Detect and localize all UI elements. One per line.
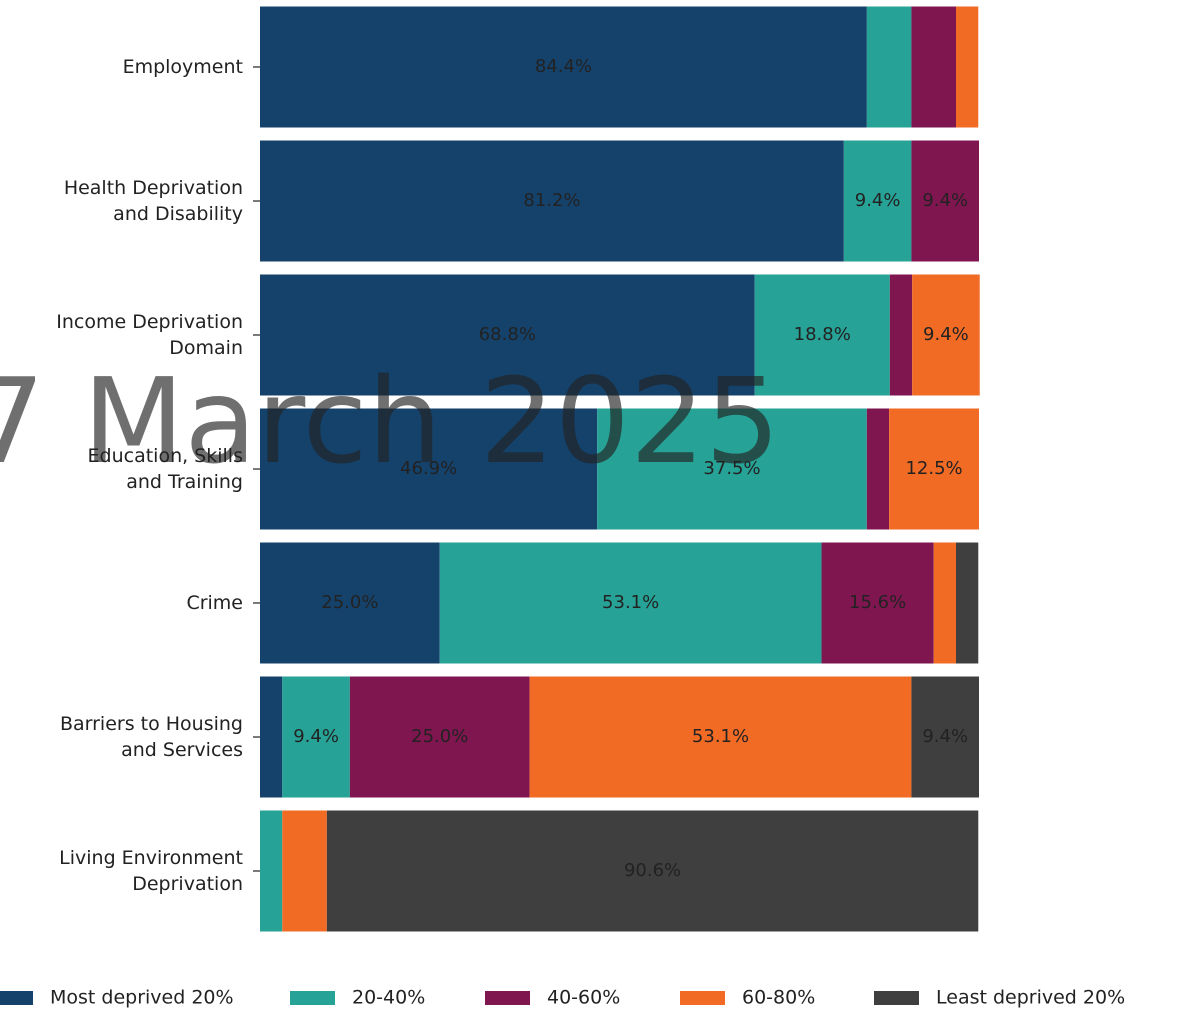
bar-segment — [260, 676, 283, 798]
legend-swatch — [680, 991, 725, 1005]
bar-segment — [349, 676, 530, 798]
bar-segment — [889, 408, 979, 530]
value-label: 46.9% — [400, 458, 457, 479]
legend-swatch — [485, 991, 530, 1005]
bar-segment — [843, 140, 912, 262]
legend-label: 60-80% — [742, 987, 815, 1009]
bar-segment — [260, 542, 440, 664]
bar-segment — [529, 676, 912, 798]
value-label: 81.2% — [523, 190, 580, 211]
bar-segment — [955, 542, 979, 664]
value-label: 90.6% — [624, 860, 681, 881]
bar-segment — [326, 810, 979, 932]
y-tick-label: Living Environment Deprivation — [59, 847, 243, 895]
value-label: 53.1% — [602, 592, 659, 613]
y-tick-label: Crime — [186, 592, 243, 614]
value-label: 25.0% — [321, 592, 378, 613]
value-label: 53.1% — [692, 726, 749, 747]
bar-segment — [439, 542, 822, 664]
bar-segment — [282, 676, 350, 798]
bar-segment — [260, 810, 283, 932]
y-tick-label: Health Deprivation and Disability — [64, 177, 243, 225]
y-tick-label: Barriers to Housing and Services — [60, 713, 243, 761]
value-label: 9.4% — [855, 190, 901, 211]
bar-segment — [955, 6, 979, 128]
watermark: 7 March 2025 — [0, 352, 780, 490]
value-label: 9.4% — [293, 726, 339, 747]
legend-label: Least deprived 20% — [936, 987, 1125, 1009]
legend-swatch — [0, 991, 33, 1005]
legend-label: Most deprived 20% — [50, 987, 234, 1009]
value-label: 84.4% — [535, 56, 592, 77]
y-tick-label: Employment — [123, 56, 243, 78]
value-label: 68.8% — [479, 324, 536, 345]
value-label: 12.5% — [905, 458, 962, 479]
bar-segment — [260, 274, 755, 396]
bar-segment — [260, 6, 867, 128]
y-tick-label: Education, Skills and Training — [88, 445, 243, 493]
value-label: 15.6% — [849, 592, 906, 613]
legend-swatch — [290, 991, 335, 1005]
legend-label: 20-40% — [352, 987, 425, 1009]
value-label: 18.8% — [794, 324, 851, 345]
bar-segment — [821, 542, 934, 664]
bar-segment — [912, 274, 980, 396]
bar-segment — [282, 810, 327, 932]
value-label: 25.0% — [411, 726, 468, 747]
legend-label: 40-60% — [547, 987, 620, 1009]
bar-segment — [933, 542, 956, 664]
legend-swatch — [874, 991, 919, 1005]
bar-segment — [260, 408, 598, 530]
bar-segment — [911, 140, 979, 262]
bar-segment — [260, 140, 844, 262]
bar-segment — [866, 6, 912, 128]
bar-segment — [889, 274, 913, 396]
bar-segment — [866, 408, 890, 530]
y-tick-label: Income Deprivation Domain — [56, 311, 243, 359]
value-label: 9.4% — [922, 726, 968, 747]
bar-segment — [911, 676, 979, 798]
value-label: 9.4% — [923, 324, 969, 345]
value-label: 37.5% — [703, 458, 760, 479]
bar-segment — [754, 274, 890, 396]
bar-segment — [597, 408, 867, 530]
value-label: 9.4% — [922, 190, 968, 211]
bar-segment — [911, 6, 956, 128]
